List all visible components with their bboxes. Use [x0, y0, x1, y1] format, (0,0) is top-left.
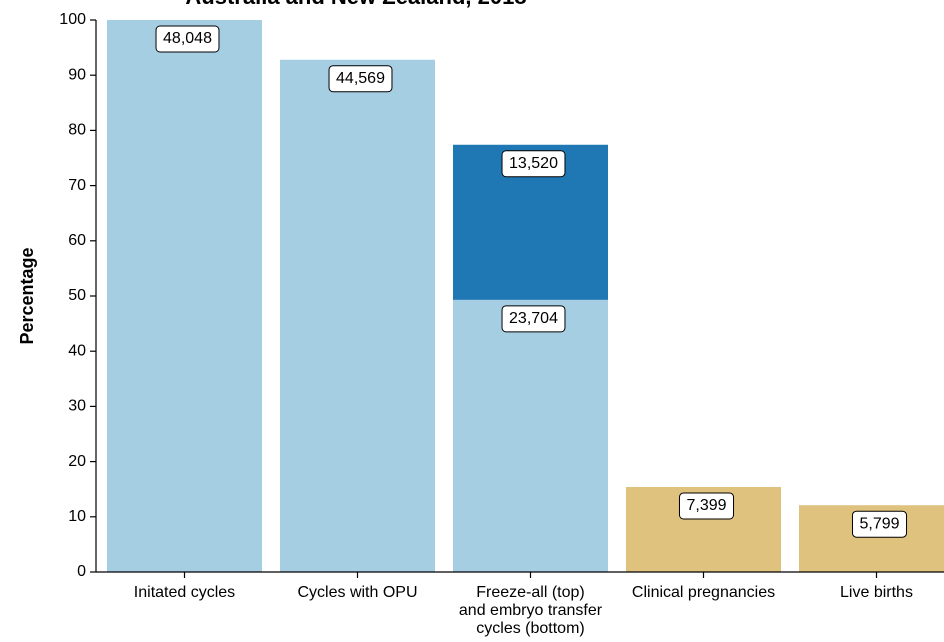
bar [453, 299, 608, 572]
data-label-text: 48,048 [163, 30, 212, 47]
x-tick-label: Cycles with OPU [297, 584, 417, 601]
y-tick-label: 70 [68, 177, 86, 194]
y-tick-label: 30 [68, 398, 86, 415]
x-tick-label: Freeze-all (top) and embryo transfer cycle… [459, 584, 603, 637]
x-tick-label: Clinical pregnancies [632, 584, 775, 601]
x-tick-label: Live births [840, 584, 913, 601]
y-tick-label: 60 [68, 232, 86, 249]
x-tick-label: Initated cycles [134, 584, 235, 601]
y-tick-label: 10 [68, 508, 86, 525]
data-label: 44,569 [328, 65, 393, 93]
data-label-text: 23,704 [509, 310, 558, 327]
label-box [501, 150, 566, 178]
label-box [851, 510, 908, 538]
bar [280, 59, 435, 572]
y-axis-label: Percentage [17, 247, 37, 344]
data-label: 7,399 [678, 492, 735, 520]
y-tick-label: 80 [68, 122, 86, 139]
data-label-text: 13,520 [509, 155, 558, 172]
data-label: 48,048 [155, 25, 220, 53]
label-box [501, 305, 566, 333]
y-tick-label: 100 [59, 11, 86, 28]
y-tick-label: 40 [68, 342, 86, 359]
bar [107, 20, 262, 572]
chart-title: Australia and New Zealand, 2018 [185, 0, 526, 9]
y-tick-label: 90 [68, 66, 86, 83]
data-label-text: 7,399 [686, 497, 726, 514]
data-label: 23,704 [501, 305, 566, 333]
data-label: 13,520 [501, 150, 566, 178]
label-box [155, 25, 220, 53]
label-box [328, 65, 393, 93]
data-label-text: 44,569 [336, 70, 385, 87]
y-tick-label: 0 [77, 563, 86, 580]
data-label-text: 5,799 [859, 515, 899, 532]
label-box [678, 492, 735, 520]
data-label: 5,799 [851, 510, 908, 538]
y-tick-label: 20 [68, 453, 86, 470]
y-tick-label: 50 [68, 287, 86, 304]
